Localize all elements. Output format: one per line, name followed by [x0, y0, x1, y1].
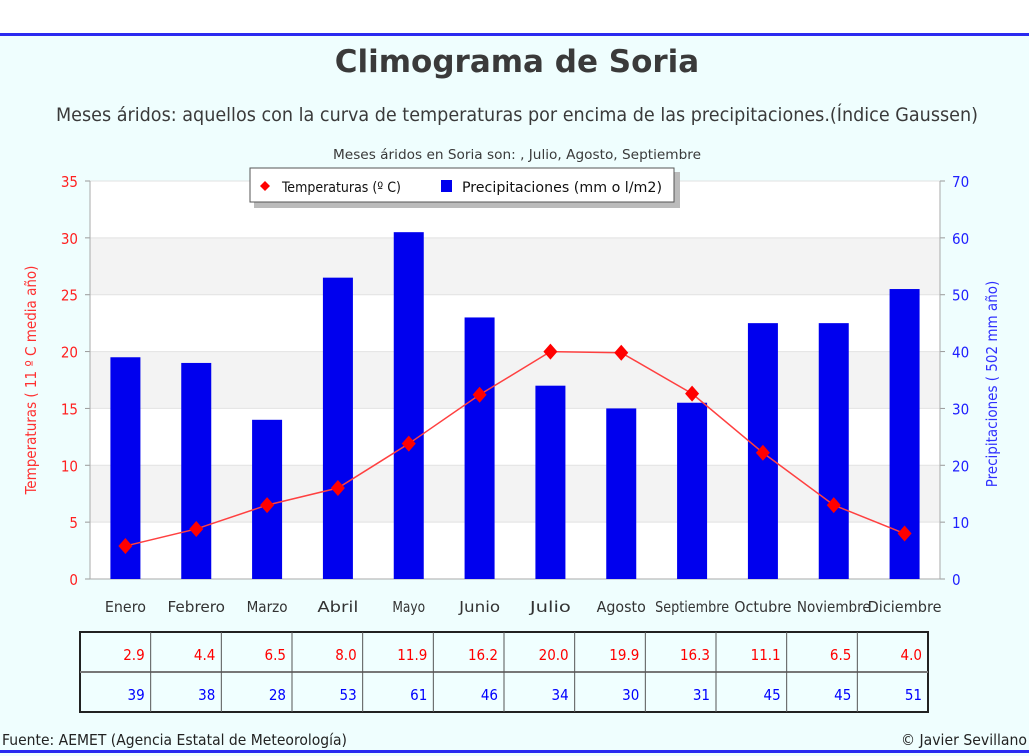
temperature-point [260, 497, 275, 514]
temperature-point [543, 343, 558, 360]
table-precipitation-cell: 31 [693, 686, 710, 704]
table-precipitation-cell: 51 [905, 686, 922, 704]
month-label: Enero [105, 598, 146, 616]
temperature-point [614, 344, 629, 361]
legend-temperature-icon [260, 181, 270, 191]
precipitation-bar [464, 317, 495, 579]
table-precipitation-cell: 45 [763, 686, 780, 704]
left-tick-label: 25 [61, 287, 78, 305]
table-precipitation-cell: 39 [127, 686, 144, 704]
temperature-point [401, 435, 416, 452]
chart-subtitle: Meses áridos: aquellos con la curva de t… [56, 103, 978, 126]
footer-credit: © Javier Sevillano [901, 731, 1027, 749]
table-temperature-cell: 19.9 [609, 646, 639, 664]
month-label: Marzo [247, 598, 288, 616]
month-label: Diciembre [868, 598, 942, 616]
left-tick-label: 35 [61, 173, 78, 191]
table-precipitation-cell: 38 [198, 686, 215, 704]
right-tick-label: 70 [952, 173, 969, 191]
table-precipitation-cell: 61 [410, 686, 427, 704]
table-temperature-cell: 16.2 [468, 646, 498, 664]
table-temperature-cell: 4.0 [901, 646, 922, 664]
month-label: Abril [317, 598, 358, 616]
left-tick-label: 10 [61, 457, 78, 475]
month-label: Julio [528, 598, 570, 616]
right-tick-label: 50 [952, 287, 969, 305]
right-tick-label: 10 [952, 514, 969, 532]
table-temperature-cell: 16.3 [680, 646, 710, 664]
table-temperature-cell: 8.0 [335, 646, 356, 664]
month-label: Noviembre [797, 598, 871, 616]
chart-note: Meses áridos en Soria son: , Julio, Agos… [333, 148, 701, 163]
temperature-point [826, 497, 841, 514]
left-tick-label: 15 [61, 400, 78, 418]
precipitation-bar [535, 385, 566, 579]
precipitation-bar [818, 323, 849, 579]
left-tick-label: 5 [69, 514, 78, 532]
right-tick-label: 60 [952, 230, 969, 248]
temperature-point [472, 386, 487, 403]
table-precipitation-cell: 53 [339, 686, 356, 704]
table-temperature-cell: 11.9 [397, 646, 427, 664]
precipitation-bar [677, 402, 708, 579]
legend-precipitation-icon [441, 180, 452, 192]
legend-precipitation-label: Precipitaciones (mm o l/m2) [462, 180, 662, 196]
right-tick-label: 20 [952, 457, 969, 475]
chart-title: Climograma de Soria [335, 44, 699, 80]
left-tick-label: 30 [61, 230, 78, 248]
table-precipitation-cell: 46 [481, 686, 498, 704]
temperature-point [755, 444, 770, 461]
left-axis-label: Temperaturas ( 11 º C media año) [22, 266, 40, 496]
bottom-border [0, 750, 1029, 753]
month-label: Septiembre [655, 598, 729, 616]
table-temperature-cell: 4.4 [194, 646, 215, 664]
month-label: Octubre [734, 598, 791, 616]
month-label: Mayo [392, 598, 425, 616]
month-label: Junio [458, 598, 500, 616]
table-precipitation-cell: 45 [834, 686, 851, 704]
month-label: Agosto [597, 598, 646, 616]
right-tick-label: 40 [952, 344, 969, 362]
precipitation-bar [393, 232, 424, 579]
precipitation-bar [606, 408, 637, 579]
legend-temperature-label: Temperaturas (º C) [281, 180, 401, 196]
table-temperature-cell: 6.5 [265, 646, 286, 664]
right-axis-label: Precipitaciones ( 502 mm año) [983, 281, 1001, 488]
temperature-point [685, 385, 700, 402]
precipitation-bar [322, 277, 353, 579]
left-tick-label: 0 [69, 571, 78, 589]
right-tick-label: 30 [952, 400, 969, 418]
grid-band [90, 351, 940, 409]
left-tick-label: 20 [61, 344, 78, 362]
footer-source: Fuente: AEMET (Agencia Estatal de Meteor… [2, 731, 347, 749]
precipitation-bar [181, 362, 212, 579]
grid-band [90, 465, 940, 523]
table-temperature-cell: 6.5 [830, 646, 851, 664]
temperature-point [118, 538, 133, 555]
temperature-point [330, 480, 345, 497]
temperature-line [125, 350, 905, 547]
month-label: Febrero [168, 598, 225, 616]
table-precipitation-cell: 30 [622, 686, 639, 704]
temperature-point [897, 525, 912, 542]
table-temperature-cell: 20.0 [539, 646, 569, 664]
table-temperature-cell: 11.1 [751, 646, 781, 664]
right-tick-label: 0 [952, 571, 961, 589]
table-temperature-cell: 2.9 [123, 646, 144, 664]
temperature-point [189, 520, 204, 537]
grid-band [90, 237, 940, 295]
table-precipitation-cell: 34 [551, 686, 568, 704]
legend-box [249, 167, 675, 203]
table-precipitation-cell: 28 [269, 686, 286, 704]
